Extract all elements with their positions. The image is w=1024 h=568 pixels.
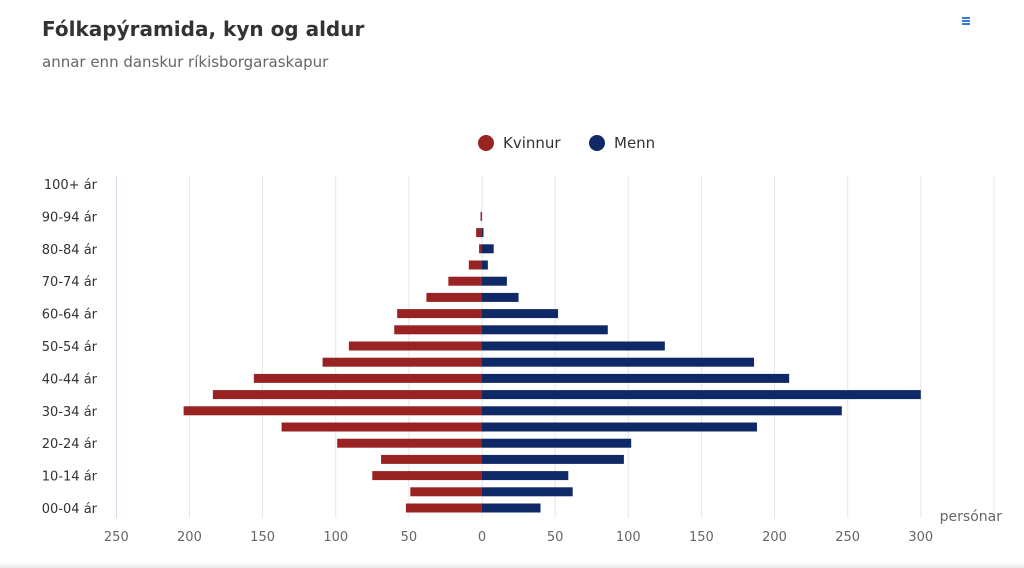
x-tick-label: 250 <box>104 530 129 545</box>
legend-marker-menn[interactable] <box>589 135 605 151</box>
bar-kvinnur-4549[interactable] <box>322 357 482 367</box>
y-tick-label: 50-54 ár <box>42 340 98 355</box>
footer-shadow <box>0 562 1024 568</box>
bar-kvinnur-0509[interactable] <box>410 487 482 497</box>
bar-menn-0509[interactable] <box>482 487 573 497</box>
bar-menn-7579[interactable] <box>482 260 488 270</box>
x-tick-label: 200 <box>177 530 202 545</box>
bar-menn-6064[interactable] <box>482 309 559 319</box>
bar-kvinnur-8589[interactable] <box>476 228 482 238</box>
bar-kvinnur-8084[interactable] <box>479 244 482 254</box>
chart-subtitle: annar enn danskur ríkisborgaraskapur <box>42 53 329 71</box>
x-axis-label: persónar <box>940 509 1003 525</box>
bar-kvinnur-6064[interactable] <box>397 309 482 319</box>
x-tick-label: 300 <box>908 530 933 545</box>
bar-kvinnur-7579[interactable] <box>468 260 482 270</box>
bar-menn-3034[interactable] <box>482 406 842 416</box>
legend-marker-kvinnur[interactable] <box>478 135 494 151</box>
x-tick-label: 0 <box>478 530 486 545</box>
bar-kvinnur-5054[interactable] <box>348 341 482 351</box>
bar-kvinnur-2024[interactable] <box>337 438 482 448</box>
y-tick-label: 100+ ár <box>44 178 98 193</box>
bar-menn-7074[interactable] <box>482 276 507 286</box>
x-tick-label: 200 <box>762 530 787 545</box>
bar-kvinnur-0004[interactable] <box>405 503 482 513</box>
bar-kvinnur-2529[interactable] <box>281 422 482 432</box>
bar-kvinnur-6569[interactable] <box>426 292 482 302</box>
bar-kvinnur-1519[interactable] <box>381 454 482 464</box>
x-tick-label: 100 <box>323 530 348 545</box>
x-tick-label: 150 <box>689 530 714 545</box>
y-tick-label: 40-44 ár <box>42 372 98 387</box>
x-tick-label: 50 <box>547 530 564 545</box>
x-tick-label: 100 <box>616 530 641 545</box>
bar-menn-4044[interactable] <box>482 373 790 383</box>
bar-menn-1014[interactable] <box>482 471 569 481</box>
y-tick-label: 20-24 ár <box>42 437 98 452</box>
y-tick-label: 00-04 ár <box>42 502 98 517</box>
bar-kvinnur-9094[interactable] <box>480 211 482 221</box>
legend-label-menn[interactable]: Menn <box>614 134 655 152</box>
bar-kvinnur-1014[interactable] <box>372 471 482 481</box>
y-tick-label: 10-14 ár <box>42 470 98 485</box>
x-tick-label: 150 <box>250 530 275 545</box>
bar-menn-6569[interactable] <box>482 292 519 302</box>
bar-menn-5559[interactable] <box>482 325 608 335</box>
legend-label-kvinnur[interactable]: Kvinnur <box>503 134 561 152</box>
bar-menn-8589[interactable] <box>482 228 484 238</box>
chart-title: Fólkapýramida, kyn og aldur <box>42 17 365 41</box>
bar-menn-2024[interactable] <box>482 438 632 448</box>
y-tick-label: 30-34 ár <box>42 405 98 420</box>
x-tick-label: 250 <box>835 530 860 545</box>
bar-kvinnur-7074[interactable] <box>448 276 482 286</box>
bar-menn-5054[interactable] <box>482 341 665 351</box>
hamburger-menu-icon[interactable] <box>960 16 972 28</box>
bar-kvinnur-3034[interactable] <box>183 406 483 416</box>
y-tick-label: 90-94 ár <box>42 210 98 225</box>
bar-kvinnur-5559[interactable] <box>394 325 482 335</box>
bar-kvinnur-4044[interactable] <box>253 373 482 383</box>
bar-menn-2529[interactable] <box>482 422 757 432</box>
bar-menn-1519[interactable] <box>482 454 624 464</box>
x-tick-label: 50 <box>401 530 418 545</box>
bar-kvinnur-3539[interactable] <box>212 390 482 400</box>
y-tick-label: 80-84 ár <box>42 243 98 258</box>
y-tick-label: 70-74 ár <box>42 275 98 290</box>
bar-menn-3539[interactable] <box>482 390 921 400</box>
bar-menn-0004[interactable] <box>482 503 541 513</box>
bar-menn-8084[interactable] <box>482 244 494 254</box>
y-tick-label: 60-64 ár <box>42 308 98 323</box>
bar-menn-4549[interactable] <box>482 357 755 367</box>
